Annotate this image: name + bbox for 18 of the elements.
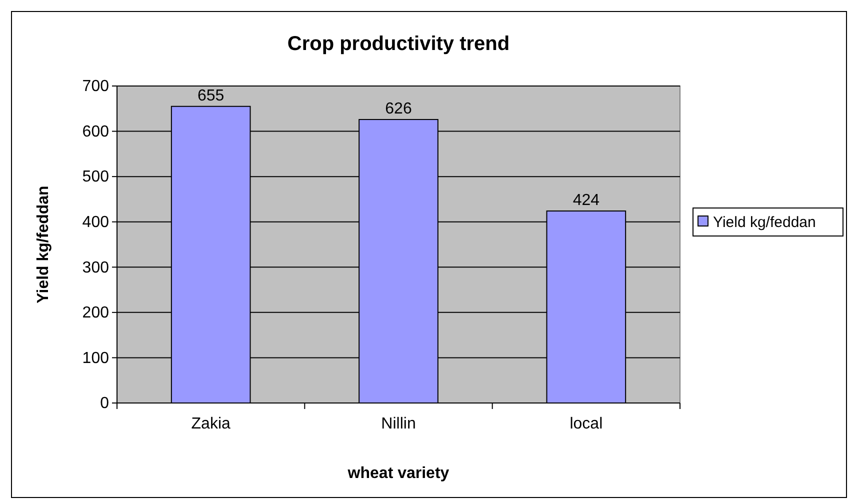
x-axis-title: wheat variety [346, 465, 450, 482]
y-tick-label: 700 [82, 78, 110, 96]
y-tick-label: 0 [100, 395, 110, 412]
y-tick-label: 100 [82, 350, 110, 367]
y-axis-title: Yield kg/feddan [35, 186, 52, 304]
y-tick-label: 400 [82, 214, 110, 231]
data-label: 424 [572, 192, 600, 209]
data-label: 626 [385, 100, 412, 118]
y-tick-label: 300 [82, 259, 110, 276]
x-tick-label: local [570, 415, 603, 432]
y-tick-label: 600 [82, 123, 110, 140]
y-tick-label: 500 [82, 168, 110, 186]
chart-title: Crop productivity trend [287, 33, 510, 55]
x-tick-label: Zakia [191, 415, 230, 432]
data-label: 655 [197, 87, 224, 104]
x-tick-label: Nillin [381, 415, 416, 432]
y-tick-label: 200 [82, 304, 110, 322]
legend-label: Yield kg/feddan [713, 214, 816, 231]
